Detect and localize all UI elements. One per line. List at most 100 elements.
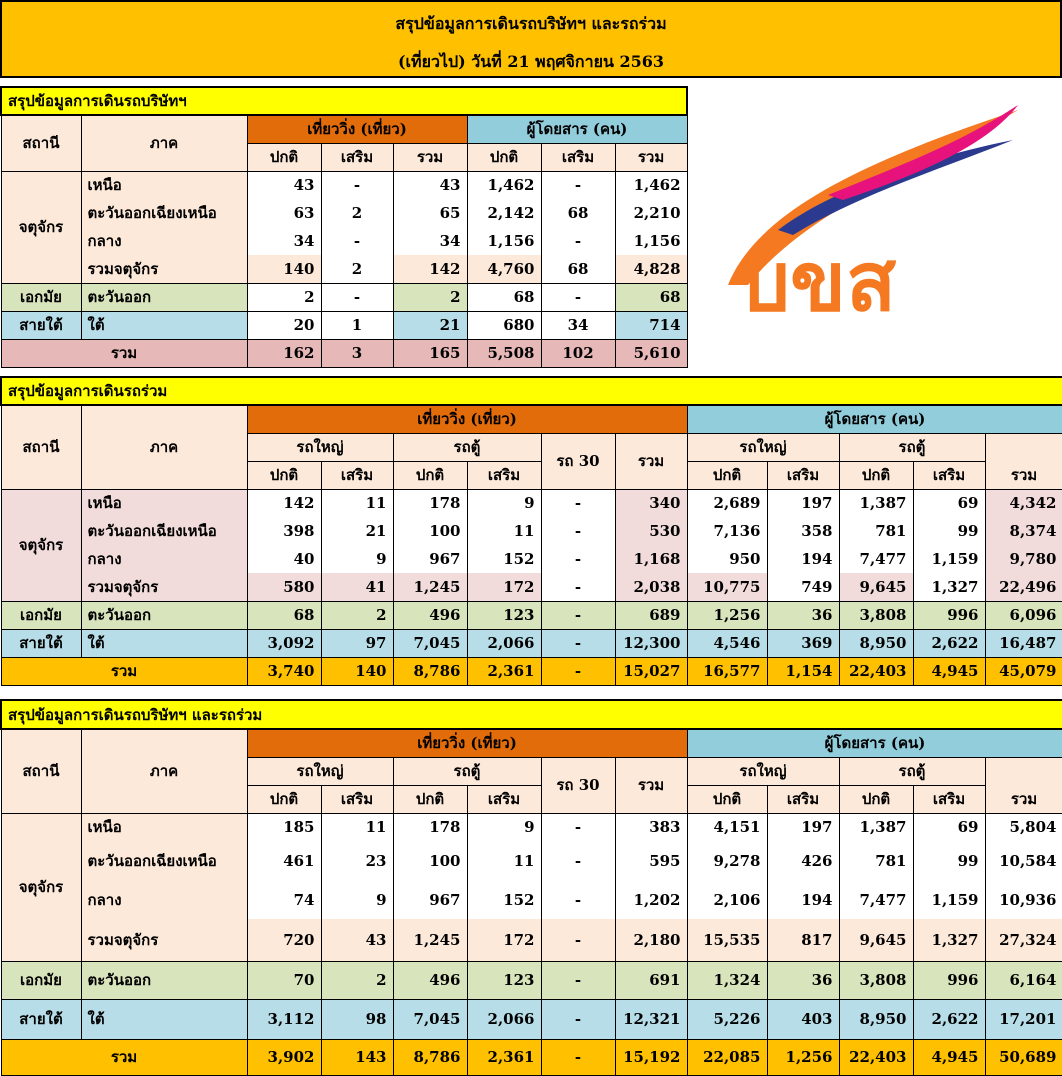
value-cell: 178 [392,812,468,841]
value-cell: 7,045 [392,998,468,1040]
value-cell: 12,300 [614,628,688,658]
value-cell: 2,622 [912,998,986,1040]
value-cell: 2 [246,282,322,312]
table-row: เอกมัย ตะวันออก 2-2 68-68 [0,282,688,312]
value-cell: 714 [614,310,688,340]
value-cell: 70 [246,960,322,1000]
col-region: ภาค [80,404,248,490]
value-cell: 16,487 [984,628,1062,658]
value-cell: 74 [246,881,322,919]
value-cell: 1,159 [912,881,986,919]
value-cell: 12,321 [614,998,688,1040]
col-trips-total: รวม [614,756,688,814]
total-label: รวม [0,1038,248,1076]
region-cell: ตะวันออก [80,960,248,1000]
total-row: รวม 162 3 165 5,508 102 5,610 [0,338,688,368]
value-cell: 34 [540,310,616,340]
value-cell: 40 [246,545,322,573]
value-cell: 197 [766,812,840,841]
col-pax-big: รถใหญ่ [686,756,840,786]
value-cell: 1 [320,310,394,340]
value-cell: - [320,227,394,255]
col-van-normal: ปกติ [392,784,468,814]
value-cell: 2,210 [614,199,688,227]
region-cell: เหนือ [80,488,248,517]
total-cell: 140 [320,656,394,686]
value-cell: 2,038 [614,573,688,602]
value-cell: - [540,170,616,199]
value-cell: 5,804 [984,812,1062,841]
value-cell: 41 [320,573,394,602]
value-cell: 6,096 [984,600,1062,630]
value-cell: 369 [766,628,840,658]
value-cell: 461 [246,841,322,881]
value-cell: 9,278 [686,841,768,881]
value-cell: 1,159 [912,545,986,573]
value-cell: 9 [320,545,394,573]
value-cell: 98 [320,998,394,1040]
total-cell: 3,902 [246,1038,322,1076]
value-cell: 68 [540,199,616,227]
total-row: รวม 3,740 140 8,786 2,361-15,027 16,577 1,154 2… [0,656,1062,686]
table-row: จตุจักร เหนือ 43-43 1,462-1,462 [0,170,688,284]
value-cell: 22,496 [984,573,1062,602]
value-cell: 595 [614,841,688,881]
total-cell: 22,085 [686,1038,768,1076]
station-cell: จตุจักร [0,812,82,962]
total-cell: 50,689 [984,1038,1062,1076]
col-station: สถานี [0,114,82,172]
value-cell: 3,808 [838,960,914,1000]
value-cell: 21 [392,310,468,340]
col-pax-van: รถตู้ [838,432,986,462]
value-cell: 17,201 [984,998,1062,1040]
total-cell: - [540,656,616,686]
value-cell: 781 [838,841,914,881]
joint-table-title: สรุปข้อมูลการเดินรถร่วม [0,376,1062,406]
value-cell: 68 [614,282,688,312]
station-cell: จตุจักร [0,170,82,284]
col-pax-total-top [984,432,1062,461]
value-cell: 1,327 [912,919,986,962]
region-cell: กลาง [80,227,248,255]
total-cell: 3,740 [246,656,322,686]
col-pax-total: รวม [984,785,1062,814]
value-cell: - [540,919,616,962]
col-pax-normal: ปกติ [466,142,542,172]
value-cell: 1,256 [686,600,768,630]
value-cell: 43 [246,170,322,199]
col-pax-van: รถตู้ [838,756,986,786]
col-pvan-extra: เสริม [912,784,986,814]
value-cell: 9,780 [984,545,1062,573]
value-cell: 1,462 [466,170,542,199]
value-cell: 1,168 [614,545,688,573]
region-cell: ใต้ [80,998,248,1040]
value-cell: 1,387 [838,812,914,841]
value-cell: 97 [320,628,394,658]
total-cell: 102 [540,338,616,368]
value-cell: 43 [392,170,468,199]
table-row: กลาง 34-34 1,156-1,156 [1,227,688,255]
value-cell: 1,327 [912,573,986,602]
value-cell: 68 [540,255,616,284]
value-cell: 996 [912,960,986,1000]
region-cell: เหนือ [80,812,248,841]
value-cell: 140 [246,255,322,284]
value-cell: 11 [320,488,394,517]
col-van-extra: เสริม [466,460,542,490]
value-cell: 69 [912,812,986,841]
report-subtitle: (เที่ยวไป) วันที่ 21 พฤศจิกายน 2563 [397,52,664,71]
value-cell: - [540,227,616,255]
total-cell: 4,945 [912,656,986,686]
value-cell: 2 [320,600,394,630]
value-cell: - [540,998,616,1040]
col-passengers: ผู้โดยสาร (คน) [686,728,1062,758]
col-big-extra: เสริม [320,784,394,814]
value-cell: 2,622 [912,628,986,658]
col-trips-big: รถใหญ่ [246,756,394,786]
value-cell: - [540,841,616,881]
col-trips-total: รวม [392,142,468,172]
value-cell: - [540,488,616,517]
value-cell: 68 [466,282,542,312]
value-cell: 691 [614,960,688,1000]
total-cell: 45,079 [984,656,1062,686]
